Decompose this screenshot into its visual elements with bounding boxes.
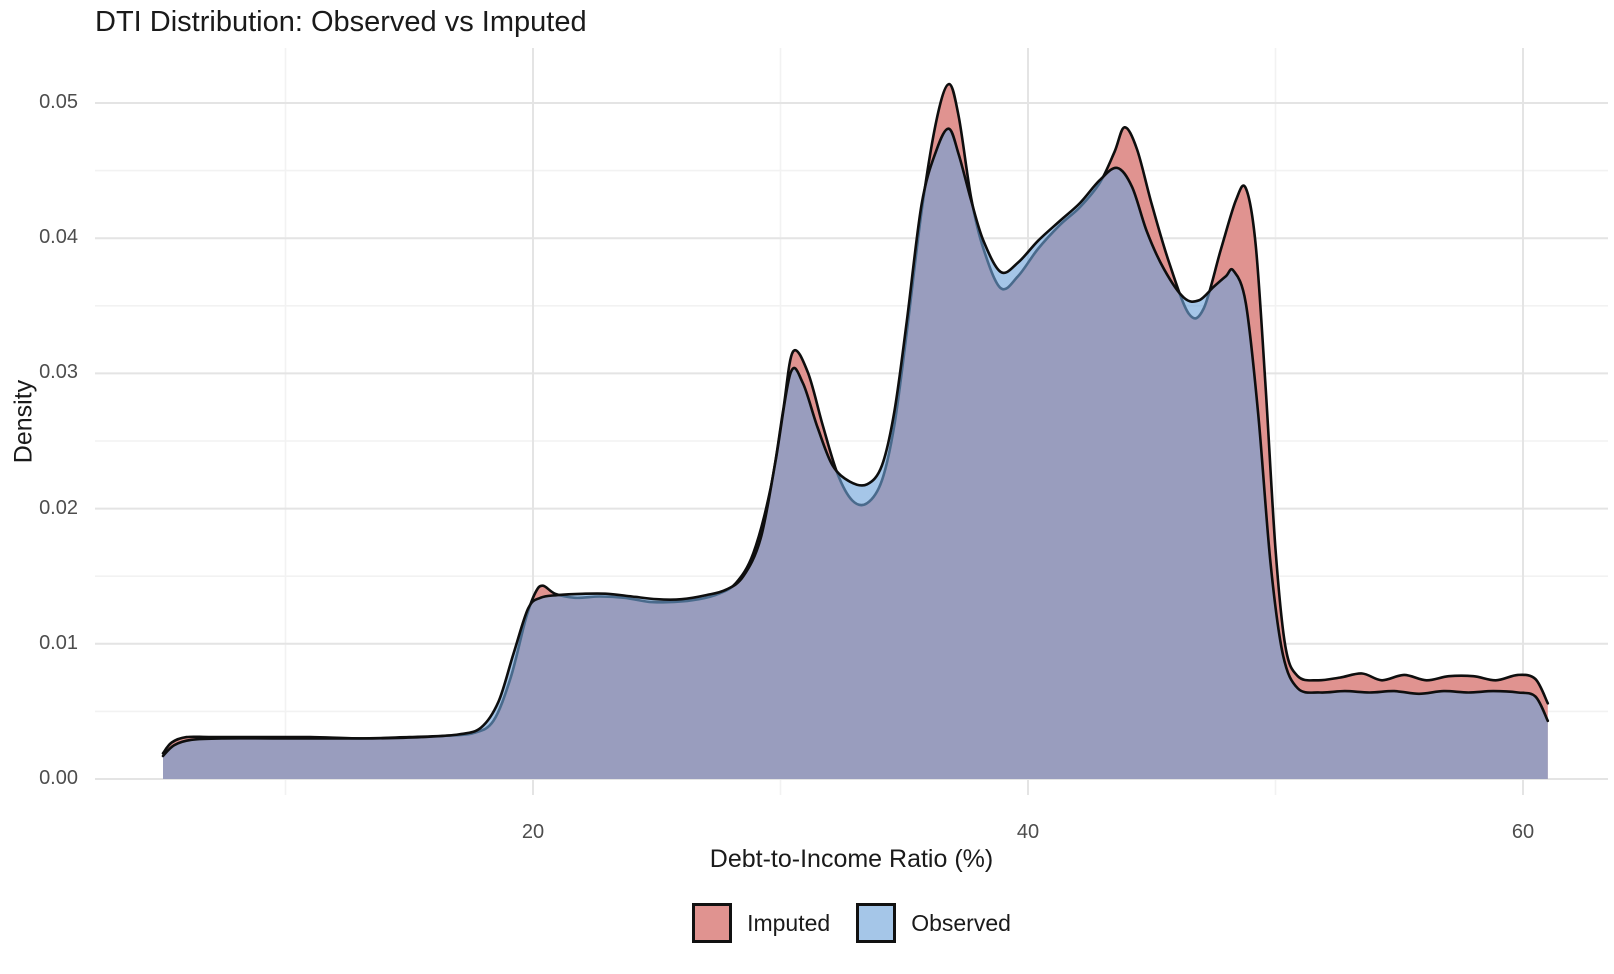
x-axis-title: Debt-to-Income Ratio (%) (709, 845, 994, 873)
observed-density-area (163, 128, 1548, 779)
imputed-swatch-icon (692, 903, 733, 943)
legend-label-imputed: Imputed (747, 909, 831, 936)
imputed-density-outline (161, 82, 1550, 755)
chart-title: DTI Distribution: Observed vs Imputed (95, 6, 587, 38)
legend-label-observed: Observed (911, 909, 1011, 936)
x-tick-label: 60 (1511, 821, 1535, 843)
y-tick-label: 0.02 (39, 496, 78, 519)
y-tick-label: 0.00 (39, 767, 78, 789)
legend: Imputed Observed (95, 903, 1608, 943)
x-tick-label: 40 (1016, 821, 1040, 843)
legend-item-observed: Observed (856, 903, 1011, 943)
y-tick-label: 0.03 (39, 361, 78, 384)
y-axis-title: Density (9, 379, 38, 464)
y-tick-label: 0.05 (39, 91, 78, 113)
x-tick-label: 20 (521, 821, 545, 843)
observed-swatch-icon (856, 903, 897, 943)
legend-item-imputed: Imputed (692, 903, 830, 943)
y-tick-label: 0.01 (39, 631, 78, 654)
observed-density-outline (161, 127, 1550, 758)
y-tick-label: 0.04 (39, 226, 78, 249)
